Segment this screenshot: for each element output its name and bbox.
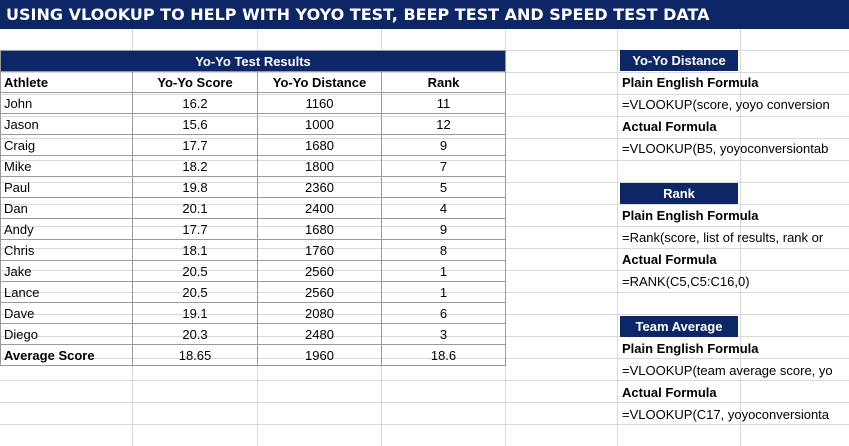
table-row: Dan 20.1 2400 4 — [0, 197, 506, 219]
cell-score[interactable]: 19.1 — [132, 302, 258, 324]
actual-formula-label[interactable]: Actual Formula — [622, 385, 717, 400]
cell-athlete[interactable]: Paul — [0, 176, 133, 198]
cell-athlete[interactable]: Chris — [0, 239, 133, 261]
average-rank[interactable]: 18.6 — [381, 344, 506, 366]
cell-rank[interactable]: 12 — [381, 113, 506, 135]
cell-distance[interactable]: 2560 — [257, 281, 382, 303]
cell-rank[interactable]: 7 — [381, 155, 506, 177]
plain-formula-label[interactable]: Plain English Formula — [622, 341, 759, 356]
table-row: Jason 15.6 1000 12 — [0, 113, 506, 135]
cell-score[interactable]: 17.7 — [132, 134, 258, 156]
header-athlete[interactable]: Athlete — [0, 71, 133, 93]
cell-distance[interactable]: 1800 — [257, 155, 382, 177]
cell-athlete[interactable]: Mike — [0, 155, 133, 177]
cell-rank[interactable]: 1 — [381, 260, 506, 282]
table-row: Lance 20.5 2560 1 — [0, 281, 506, 303]
cell-distance[interactable]: 2560 — [257, 260, 382, 282]
cell-athlete[interactable]: Andy — [0, 218, 133, 240]
cell-athlete[interactable]: Craig — [0, 134, 133, 156]
section-heading-distance[interactable]: Yo-Yo Distance — [620, 50, 738, 71]
average-row: Average Score 18.65 1960 18.6 — [0, 344, 506, 366]
table-row: Mike 18.2 1800 7 — [0, 155, 506, 177]
cell-distance[interactable]: 1760 — [257, 239, 382, 261]
cell-score[interactable]: 20.5 — [132, 281, 258, 303]
cell-score[interactable]: 20.5 — [132, 260, 258, 282]
cell-score[interactable]: 19.8 — [132, 176, 258, 198]
actual-formula-value[interactable]: =VLOOKUP(B5, yoyoconversiontab — [622, 141, 829, 156]
cell-score[interactable]: 17.7 — [132, 218, 258, 240]
cell-distance[interactable]: 2080 — [257, 302, 382, 324]
table-title[interactable]: Yo-Yo Test Results — [0, 50, 506, 72]
plain-formula-value[interactable]: =Rank(score, list of results, rank or — [622, 230, 824, 245]
table-row: Andy 17.7 1680 9 — [0, 218, 506, 240]
table-row: Craig 17.7 1680 9 — [0, 134, 506, 156]
cell-score[interactable]: 18.2 — [132, 155, 258, 177]
cell-athlete[interactable]: Dave — [0, 302, 133, 324]
section-heading-rank[interactable]: Rank — [620, 183, 738, 204]
table-row: Jake 20.5 2560 1 — [0, 260, 506, 282]
table-row: Chris 18.1 1760 8 — [0, 239, 506, 261]
actual-formula-value[interactable]: =RANK(C5,C5:C16,0) — [622, 274, 750, 289]
plain-formula-label[interactable]: Plain English Formula — [622, 208, 759, 223]
table-row: Dave 19.1 2080 6 — [0, 302, 506, 324]
table-row: John 16.2 1160 11 — [0, 92, 506, 114]
average-distance[interactable]: 1960 — [257, 344, 382, 366]
cell-athlete[interactable]: Jason — [0, 113, 133, 135]
average-label[interactable]: Average Score — [0, 344, 133, 366]
cell-athlete[interactable]: Jake — [0, 260, 133, 282]
sheet-title: USING VLOOKUP TO HELP WITH YOYO TEST, BE… — [0, 0, 849, 29]
cell-athlete[interactable]: Dan — [0, 197, 133, 219]
header-score[interactable]: Yo-Yo Score — [132, 71, 258, 93]
cell-distance[interactable]: 2480 — [257, 323, 382, 345]
actual-formula-value[interactable]: =VLOOKUP(C17, yoyoconversionta — [622, 407, 830, 422]
cell-rank[interactable]: 8 — [381, 239, 506, 261]
cell-distance[interactable]: 2360 — [257, 176, 382, 198]
plain-formula-value[interactable]: =VLOOKUP(team average score, yo — [622, 363, 833, 378]
cell-rank[interactable]: 5 — [381, 176, 506, 198]
cell-rank[interactable]: 9 — [381, 218, 506, 240]
plain-formula-value[interactable]: =VLOOKUP(score, yoyo conversion — [622, 97, 830, 112]
header-distance[interactable]: Yo-Yo Distance — [257, 71, 382, 93]
table-row: Diego 20.3 2480 3 — [0, 323, 506, 345]
cell-distance[interactable]: 1680 — [257, 134, 382, 156]
actual-formula-label[interactable]: Actual Formula — [622, 252, 717, 267]
cell-score[interactable]: 20.3 — [132, 323, 258, 345]
cell-distance[interactable]: 1680 — [257, 218, 382, 240]
header-rank[interactable]: Rank — [381, 71, 506, 93]
table-row: Paul 19.8 2360 5 — [0, 176, 506, 198]
yoyo-results-table: Yo-Yo Test Results Athlete Yo-Yo Score Y… — [0, 50, 506, 366]
plain-formula-label[interactable]: Plain English Formula — [622, 75, 759, 90]
cell-rank[interactable]: 11 — [381, 92, 506, 114]
cell-rank[interactable]: 9 — [381, 134, 506, 156]
cell-score[interactable]: 18.1 — [132, 239, 258, 261]
cell-distance[interactable]: 1000 — [257, 113, 382, 135]
cell-score[interactable]: 15.6 — [132, 113, 258, 135]
cell-athlete[interactable]: Diego — [0, 323, 133, 345]
cell-athlete[interactable]: Lance — [0, 281, 133, 303]
header-row: Athlete Yo-Yo Score Yo-Yo Distance Rank — [0, 71, 506, 93]
actual-formula-label[interactable]: Actual Formula — [622, 119, 717, 134]
cell-distance[interactable]: 2400 — [257, 197, 382, 219]
cell-score[interactable]: 20.1 — [132, 197, 258, 219]
cell-athlete[interactable]: John — [0, 92, 133, 114]
cell-score[interactable]: 16.2 — [132, 92, 258, 114]
cell-rank[interactable]: 6 — [381, 302, 506, 324]
cell-rank[interactable]: 4 — [381, 197, 506, 219]
average-score[interactable]: 18.65 — [132, 344, 258, 366]
cell-rank[interactable]: 3 — [381, 323, 506, 345]
cell-rank[interactable]: 1 — [381, 281, 506, 303]
section-heading-team-average[interactable]: Team Average — [620, 316, 738, 337]
cell-distance[interactable]: 1160 — [257, 92, 382, 114]
